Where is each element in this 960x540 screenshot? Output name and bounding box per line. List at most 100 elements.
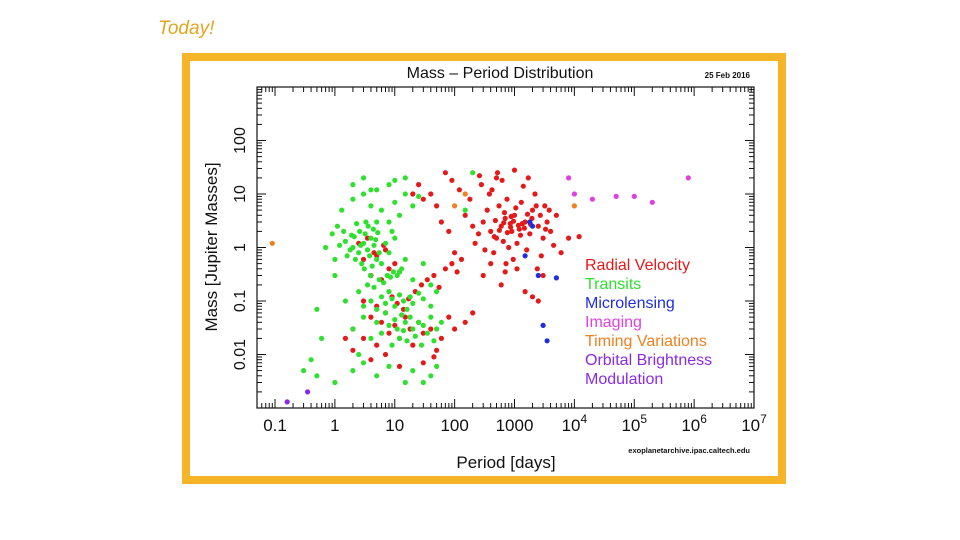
data-point-transits	[374, 187, 380, 193]
data-point-radial-velocity	[500, 238, 506, 244]
data-point-transits	[394, 326, 400, 332]
data-point-transits	[390, 269, 396, 275]
data-point-radial-velocity	[513, 205, 519, 211]
data-point-radial-velocity	[493, 175, 500, 181]
data-point-radial-velocity	[533, 203, 539, 209]
data-point-radial-velocity	[378, 319, 385, 325]
data-point-transits	[424, 330, 430, 336]
data-point-orbital-brightness-modulation	[305, 389, 311, 395]
data-point-transits	[470, 170, 476, 176]
data-point-transits	[370, 226, 376, 232]
data-point-transits	[410, 368, 416, 374]
data-point-transits	[314, 373, 320, 379]
data-point-transits	[392, 199, 398, 205]
data-point-radial-velocity	[521, 225, 527, 231]
x-tick-labels: 0.1 1 10 100 1000 104 105 106 107	[263, 412, 767, 435]
data-point-imaging	[589, 196, 595, 202]
data-point-transits	[354, 221, 360, 227]
data-point-radial-velocity	[553, 212, 559, 218]
data-point-radial-velocity	[491, 234, 497, 240]
data-point-transits	[420, 379, 426, 386]
data-point-transits	[420, 322, 426, 328]
scatter-chart: Mass – Period Distribution 25 Feb 2016 0…	[202, 65, 767, 472]
data-point-radial-velocity	[566, 235, 572, 241]
data-point-radial-velocity	[517, 232, 524, 238]
data-point-radial-velocity	[538, 253, 544, 259]
data-point-radial-velocity	[382, 247, 389, 253]
data-point-imaging	[685, 175, 691, 181]
data-point-transits	[462, 207, 468, 213]
data-point-radial-velocity	[382, 351, 389, 358]
data-point-transits	[368, 235, 374, 241]
x-tick-label: 104	[562, 412, 588, 435]
data-point-radial-velocity	[418, 282, 425, 288]
data-point-radial-velocity	[392, 261, 398, 267]
data-point-radial-velocity	[458, 256, 465, 262]
data-point-transits	[357, 228, 363, 234]
data-point-transits	[360, 303, 367, 309]
data-point-transits	[337, 242, 343, 248]
data-point-microlensing	[529, 223, 536, 229]
data-point-transits	[350, 326, 356, 332]
data-point-transits	[389, 342, 395, 348]
data-point-radial-velocity	[446, 314, 452, 320]
data-point-transits	[375, 230, 381, 236]
data-point-radial-velocity	[516, 226, 522, 232]
y-tick-label: 0.1	[232, 290, 249, 312]
data-point-radial-velocity	[424, 277, 430, 283]
legend-entry: Modulation	[585, 371, 663, 388]
data-point-radial-velocity	[452, 250, 458, 256]
data-point-imaging	[613, 193, 619, 199]
data-point-radial-velocity	[519, 221, 525, 227]
x-tick-label: 100	[440, 416, 468, 435]
data-point-radial-velocity	[551, 242, 557, 248]
data-point-transits	[369, 263, 375, 269]
data-point-transits	[392, 235, 398, 241]
data-point-radial-velocity	[504, 196, 510, 202]
data-point-radial-velocity	[442, 266, 448, 272]
data-point-transits	[360, 175, 367, 181]
data-point-radial-velocity	[529, 207, 536, 213]
data-point-transits	[407, 294, 413, 300]
data-point-transits	[420, 261, 426, 267]
data-point-transits	[360, 191, 367, 197]
data-point-radial-velocity	[537, 212, 543, 218]
data-point-transits	[371, 242, 377, 248]
data-point-radial-velocity	[514, 266, 520, 272]
data-point-radial-velocity	[527, 231, 533, 237]
data-point-radial-velocity	[462, 319, 468, 325]
data-point-radial-velocity	[510, 218, 517, 224]
data-point-radial-velocity	[548, 228, 554, 234]
data-point-transits	[339, 207, 345, 213]
data-point-radial-velocity	[449, 177, 455, 183]
x-axis-label: Period [days]	[456, 453, 555, 472]
data-point-transits	[332, 272, 338, 279]
data-point-radial-velocity	[360, 298, 367, 304]
data-point-radial-velocity	[534, 266, 540, 272]
data-point-transits	[428, 314, 434, 320]
data-point-transits	[386, 363, 392, 369]
data-point-timing-variations	[452, 203, 458, 209]
data-point-transits	[376, 277, 382, 283]
legend-entry: Transits	[585, 276, 641, 293]
data-point-transits	[368, 335, 374, 341]
data-point-transits	[356, 289, 362, 295]
data-point-transits	[350, 182, 356, 188]
data-point-radial-velocity	[434, 347, 440, 353]
data-point-radial-velocity	[543, 226, 549, 232]
data-point-transits	[364, 282, 371, 288]
data-point-radial-velocity	[467, 196, 473, 202]
data-point-radial-velocity	[492, 217, 498, 224]
data-point-transits	[438, 319, 444, 325]
data-point-radial-velocity	[452, 326, 458, 332]
data-point-transits	[356, 351, 362, 358]
data-point-transits	[367, 272, 373, 279]
data-point-transits	[349, 232, 355, 238]
data-point-transits	[352, 256, 358, 262]
data-point-transits	[428, 303, 434, 309]
data-point-radial-velocity	[511, 167, 518, 173]
data-point-transits	[382, 310, 389, 316]
data-point-radial-velocity	[374, 342, 380, 348]
data-point-transits	[389, 228, 395, 234]
x-tick-label: 0.1	[263, 416, 287, 435]
